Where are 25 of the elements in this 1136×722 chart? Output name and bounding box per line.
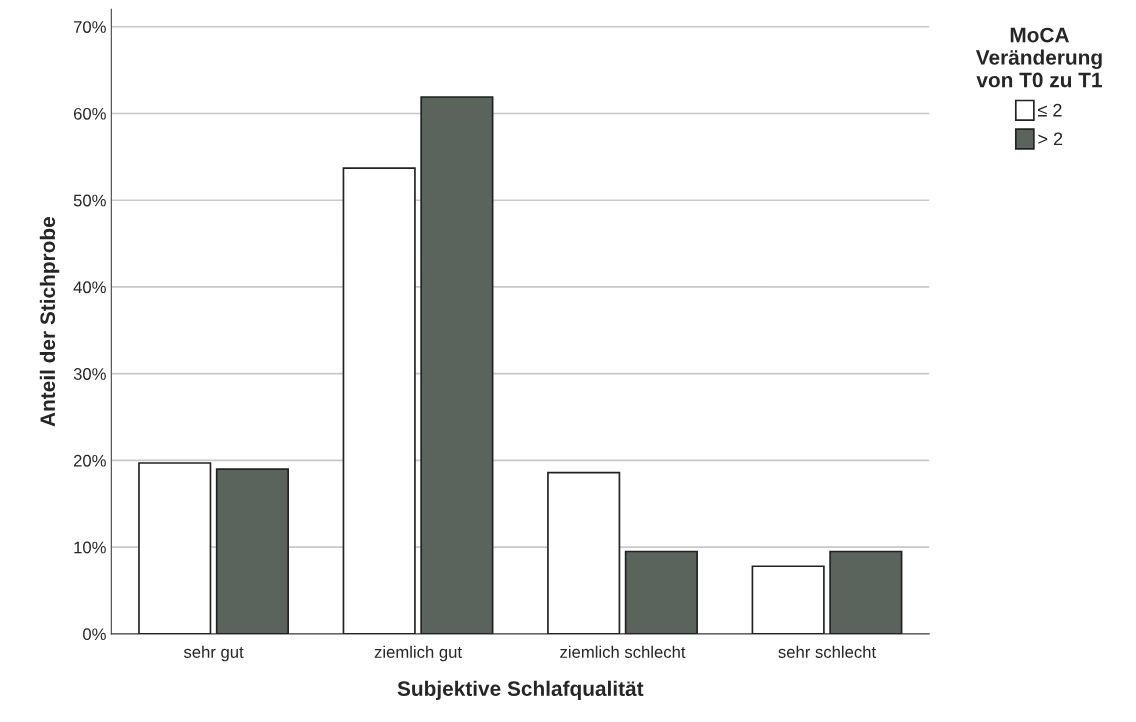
y-tick-label: 40% (73, 281, 106, 294)
x-tick-label: ziemlich schlecht (560, 645, 686, 658)
x-tick-label: sehr gut (183, 645, 244, 662)
y-tick-label: 30% (73, 368, 106, 380)
bar (215, 468, 289, 634)
y-tick-label: 50% (73, 194, 106, 207)
y-tick-label: 70% (73, 21, 106, 33)
y-tick-label: 60% (73, 107, 106, 120)
legend-label: > 2 (1038, 132, 1063, 146)
bar (420, 96, 494, 634)
y-tick-label: 10% (74, 541, 106, 554)
bar (751, 565, 825, 634)
x-tick-label: ziemlich gut (374, 645, 462, 662)
x-axis-title: Subjektive Schlafqualität (397, 680, 644, 701)
bar (624, 550, 698, 634)
y-tick-label: 20% (73, 454, 106, 467)
bar (547, 471, 621, 634)
y-axis-title: Anteil der Stichprobe (39, 217, 60, 427)
x-tick-label: sehr schlecht (778, 645, 876, 658)
legend-label: ≤ 2 (1038, 103, 1062, 117)
legend-title: MoCA Veränderung von T0 zu T1 (975, 27, 1102, 88)
y-tick-label: 0% (83, 628, 106, 641)
bar (342, 167, 416, 634)
bar (829, 550, 903, 634)
bar (138, 462, 212, 634)
